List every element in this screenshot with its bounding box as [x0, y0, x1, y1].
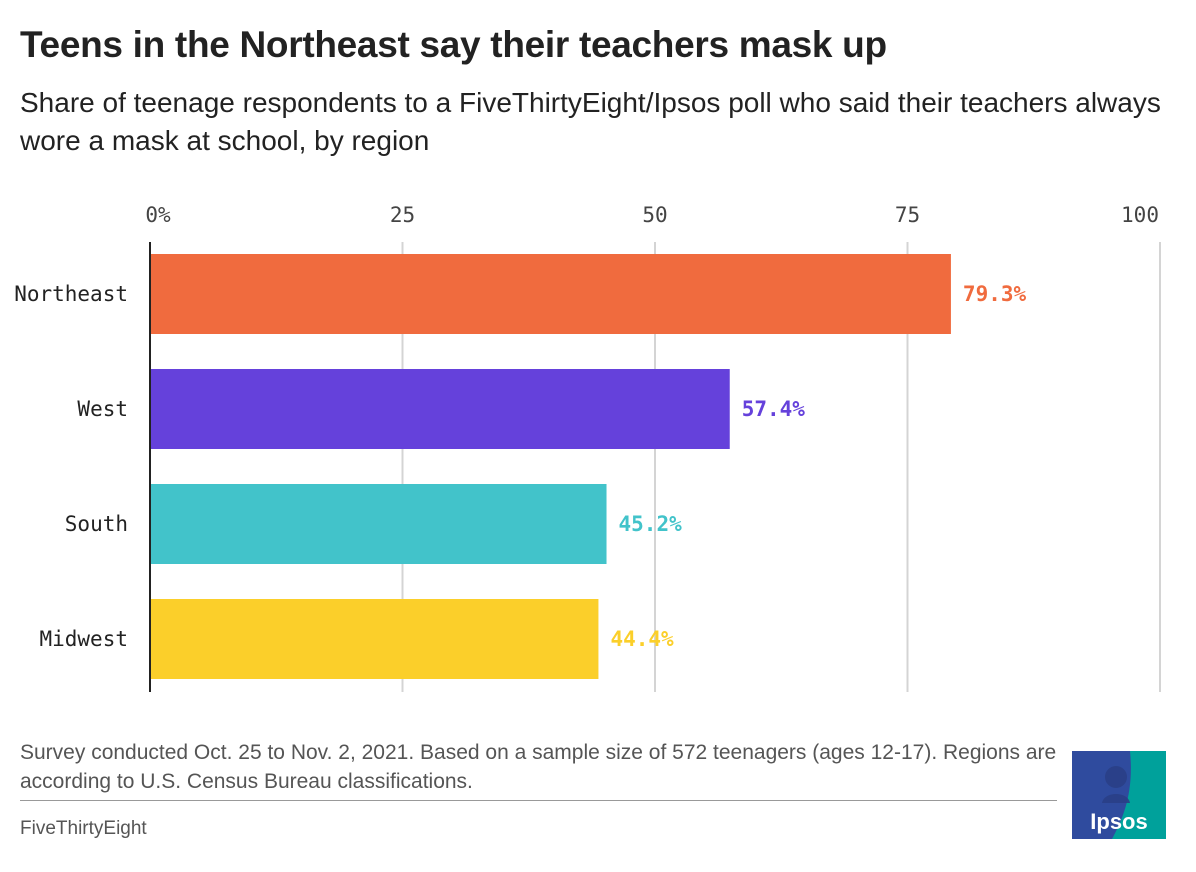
value-labels: 79.3% 57.4% 45.2% 44.4%	[610, 282, 1026, 651]
logo-figure-icon	[1102, 794, 1130, 803]
value-label: 57.4%	[742, 397, 806, 421]
chart-title: Teens in the Northeast say their teacher…	[20, 24, 887, 65]
x-tick-label: 25	[390, 203, 415, 227]
value-label: 79.3%	[963, 282, 1027, 306]
bar-midwest	[150, 599, 599, 679]
footnote: Survey conducted Oct. 25 to Nov. 2, 2021…	[20, 741, 1057, 793]
x-axis-ticks: 0% 25 50 75 100	[145, 203, 1159, 227]
chart-subtitle: Share of teenage respondents to a FiveTh…	[20, 87, 1161, 156]
x-tick-label: 75	[895, 203, 920, 227]
ipsos-logo: Ipsos	[1072, 751, 1166, 839]
category-label: Northeast	[14, 282, 128, 306]
value-label: 45.2%	[619, 512, 683, 536]
x-tick-label: 100	[1121, 203, 1159, 227]
bars	[150, 254, 951, 679]
bar-west	[150, 369, 730, 449]
category-labels: Northeast West South Midwest	[14, 282, 128, 651]
source-credit: FiveThirtyEight	[20, 818, 147, 839]
bar-chart: 0% 25 50 75 100 Northeast West South Midwest 79…	[14, 203, 1161, 692]
footer-divider	[20, 800, 1057, 801]
bar-south	[150, 484, 607, 564]
logo-head-icon	[1105, 766, 1127, 788]
category-label: Midwest	[39, 627, 128, 651]
bar-northeast	[150, 254, 951, 334]
logo-wordmark: Ipsos	[1090, 809, 1147, 834]
x-tick-label: 50	[642, 203, 667, 227]
value-label: 44.4%	[610, 627, 674, 651]
category-label: West	[77, 397, 128, 421]
category-label: South	[65, 512, 128, 536]
x-tick-label: 0%	[145, 203, 171, 227]
